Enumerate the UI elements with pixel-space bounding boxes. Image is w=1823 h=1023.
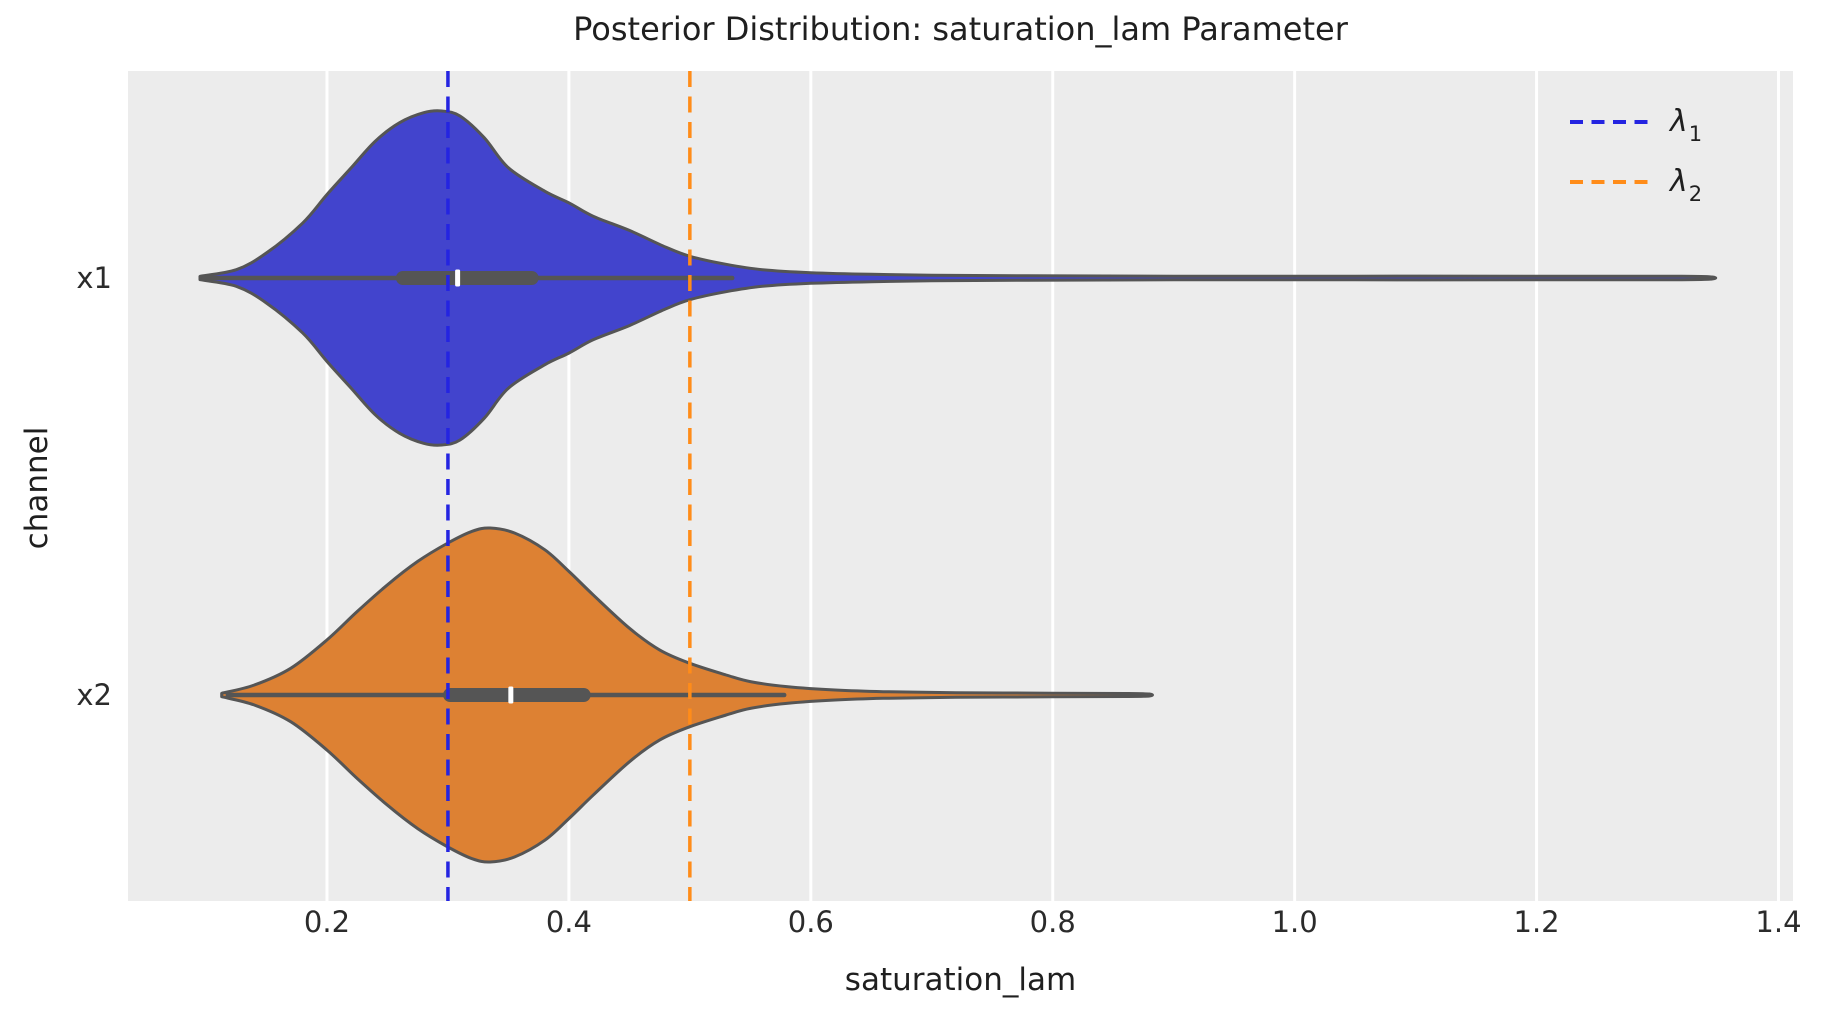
median-tick-x1 bbox=[455, 269, 461, 287]
plot-area bbox=[128, 71, 1793, 901]
x-tick-label-0.2: 0.2 bbox=[303, 905, 351, 939]
legend-item-lambda1: λ1 bbox=[1568, 92, 1768, 152]
chart-title: Posterior Distribution: saturation_lam P… bbox=[573, 10, 1348, 48]
legend-item-lambda2: λ2 bbox=[1568, 152, 1768, 212]
x-tick-label-0.8: 0.8 bbox=[1029, 905, 1076, 939]
y-axis-label: channel bbox=[19, 426, 55, 550]
median-tick-x2 bbox=[508, 686, 514, 704]
x-tick-label-1.0: 1.0 bbox=[1271, 905, 1318, 939]
iqr-box-x2 bbox=[443, 688, 591, 702]
lambda2-dashed-line-swatch bbox=[1570, 180, 1650, 184]
violin-chart-canvas bbox=[198, 71, 1780, 901]
x-tick-label-1.4: 1.4 bbox=[1755, 905, 1802, 939]
x-tick-label-0.4: 0.4 bbox=[545, 905, 592, 939]
lambda1-dashed-line-swatch bbox=[1570, 120, 1650, 124]
violin-x1 bbox=[198, 109, 1718, 447]
x-tick-label-0.6: 0.6 bbox=[787, 905, 834, 939]
legend-label-lambda2: λ2 bbox=[1670, 164, 1703, 206]
x-axis-label: saturation_lam bbox=[844, 962, 1077, 998]
legend-label-lambda1: λ1 bbox=[1670, 104, 1703, 146]
legend: λ1 λ2 bbox=[1568, 92, 1768, 212]
x-tick-label-1.2: 1.2 bbox=[1513, 905, 1560, 939]
y-tick-label-x2: x2 bbox=[76, 678, 112, 712]
iqr-box-x1 bbox=[395, 271, 539, 285]
y-tick-label-x1: x1 bbox=[76, 261, 112, 295]
